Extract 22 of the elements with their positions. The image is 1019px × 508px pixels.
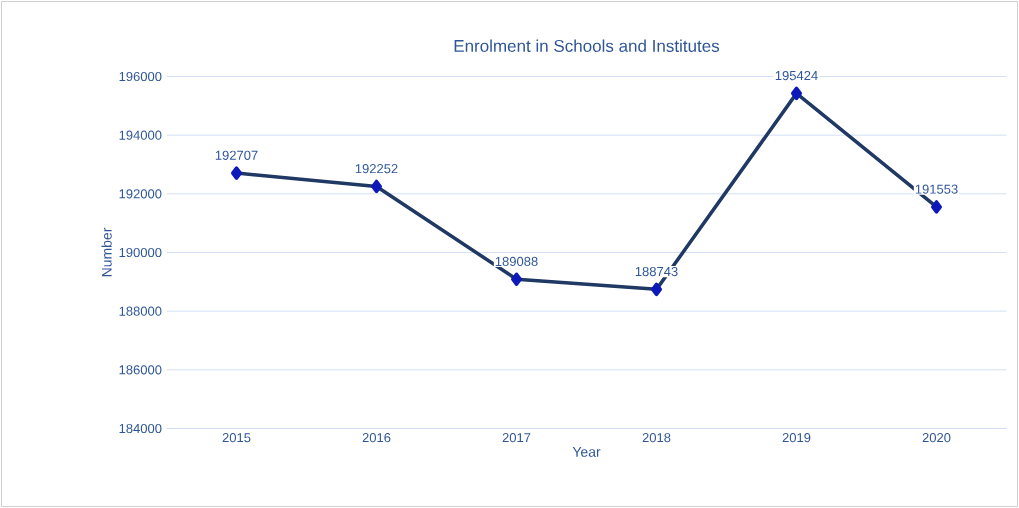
x-tick-label: 2017 [502,433,531,443]
x-tick-label: 2015 [222,433,251,443]
y-tick-label: 196000 [119,71,162,82]
data-label: 191553 [915,184,958,194]
y-tick-label: 184000 [119,423,162,434]
y-tick-label: 192000 [119,189,162,199]
x-tick-label: 2020 [922,433,951,443]
y-axis-title: Number [101,227,112,277]
data-label: 192252 [355,164,398,174]
x-tick-label: 2016 [362,433,391,443]
y-tick-label: 190000 [119,247,162,258]
x-tick-label: 2019 [782,433,811,443]
data-label: 189088 [495,256,538,267]
y-tick-label: 188000 [119,306,162,316]
x-tick-label: 2018 [642,433,671,443]
data-label: 188743 [635,266,678,277]
x-axis-title: Year [572,447,601,457]
data-label: 195424 [775,70,818,81]
data-label: 192707 [215,150,258,160]
y-tick-label: 194000 [119,130,162,140]
y-tick-label: 186000 [119,365,162,375]
chart-title: Enrolment in Schools and Institutes [454,39,720,52]
